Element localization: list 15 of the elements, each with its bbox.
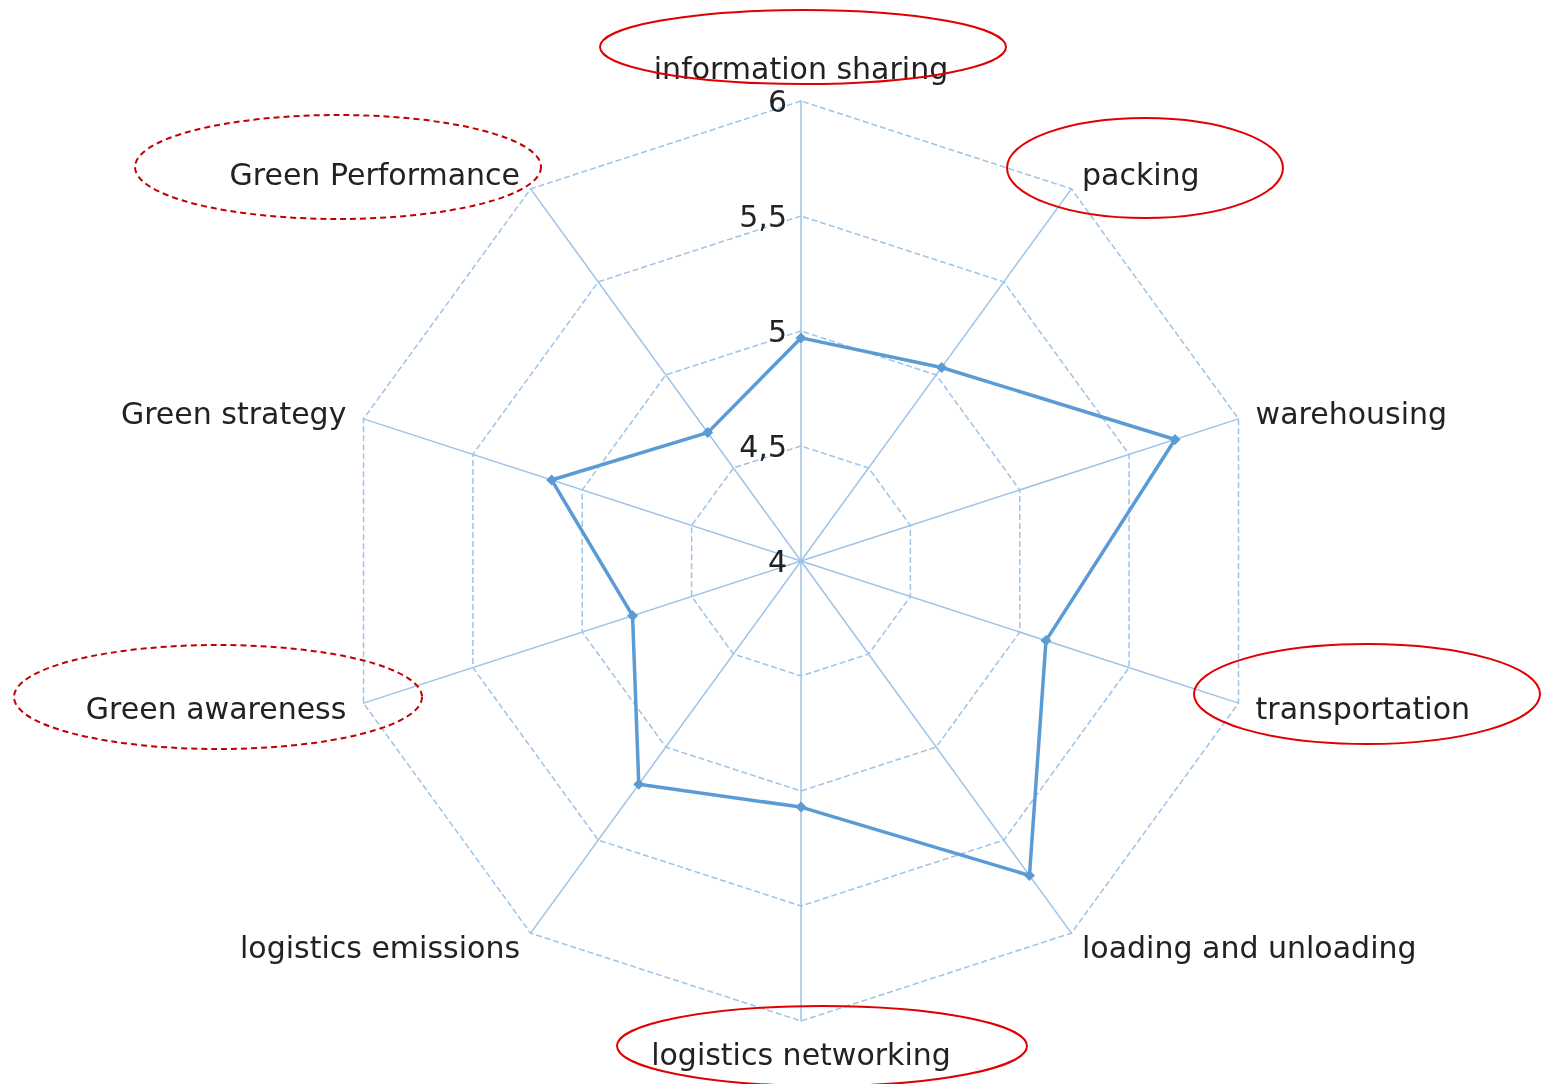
spoke-label: loading and unloading [1081,930,1417,966]
y-tick-label: 5,5 [739,198,787,234]
spoke-label: warehousing [1255,395,1448,431]
y-tick-label: 6 [767,83,787,119]
y-tick-label: 5 [767,313,787,349]
spoke-label: logistics emissions [239,930,521,966]
spoke-label: Green Performance [229,156,521,192]
spoke-label: Green strategy [120,395,347,431]
spoke-label: information sharing [653,50,949,86]
y-tick-label: 4 [767,543,787,579]
y-tick-label: 4,5 [739,428,787,464]
spoke-label: Green awareness [85,691,347,727]
spoke-label: packing [1081,156,1200,192]
spoke-label: transportation [1255,691,1471,727]
spoke-label: logistics networking [651,1036,951,1072]
